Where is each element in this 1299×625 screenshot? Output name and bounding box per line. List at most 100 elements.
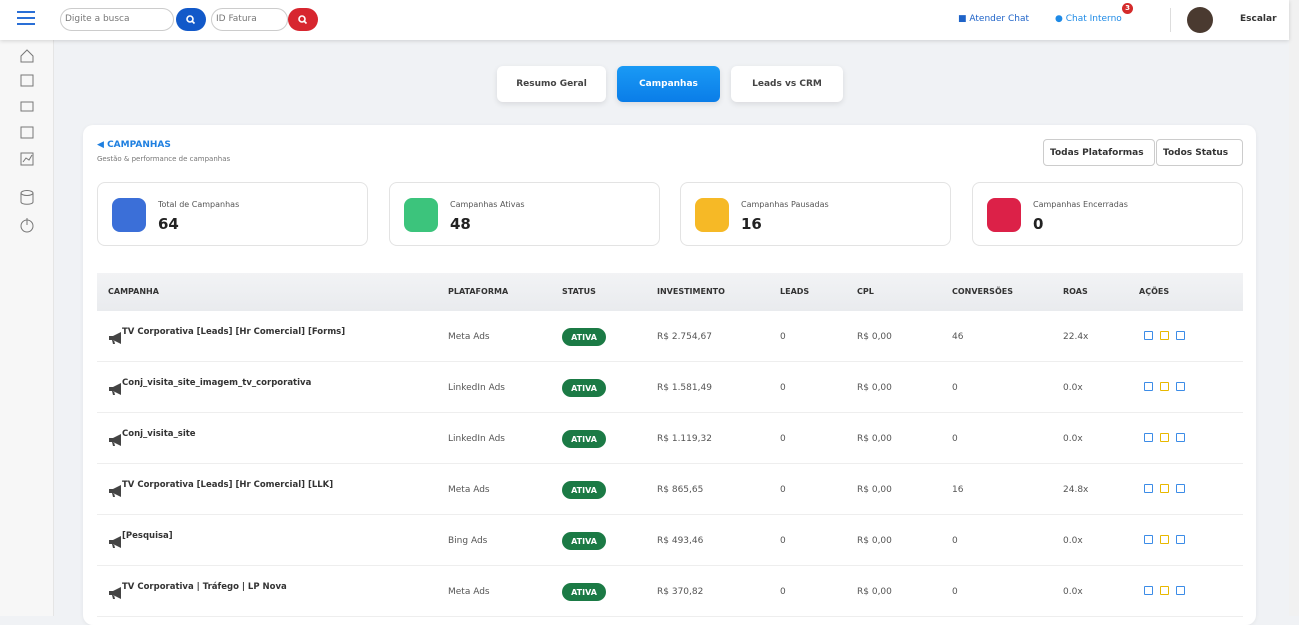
status-badge: ATIVA [562, 430, 606, 448]
chat-interno[interactable]: ● Chat Interno [1055, 14, 1122, 24]
cell: 0.0x [1063, 587, 1083, 597]
row [97, 515, 1243, 566]
megaphone-icon [109, 332, 121, 344]
chat-interno-label: Chat Interno [1065, 14, 1122, 24]
stat-card: Total de Campanhas 64 [97, 182, 368, 246]
cell: R$ 0,00 [857, 434, 892, 444]
stat-label: Campanhas Pausadas [741, 200, 829, 209]
row [97, 464, 1243, 515]
cell: 0 [952, 434, 958, 444]
megaphone-icon [109, 536, 121, 548]
cell: Bing Ads [448, 536, 488, 546]
tab[interactable]: Leads vs CRM [731, 66, 843, 102]
action-icon[interactable] [1160, 433, 1169, 442]
actions [1144, 484, 1194, 496]
topbar: Digite a busca ID Fatura ■ Atender Chat … [0, 0, 1289, 40]
action-icon[interactable] [1144, 535, 1153, 544]
action-icon[interactable] [1160, 382, 1169, 391]
tab[interactable]: Resumo Geral [497, 66, 606, 102]
action-icon[interactable] [1160, 535, 1169, 544]
campaign-name: Conj_visita_site_imagem_tv_corporativa [122, 378, 312, 388]
stat-card: Campanhas Encerradas 0 [972, 182, 1243, 246]
filter-select[interactable]: Todas Plataformas [1043, 139, 1155, 166]
stat-value: 16 [741, 215, 762, 233]
column-header: ROAS [1063, 287, 1088, 296]
atender-chat[interactable]: ■ Atender Chat [958, 14, 1029, 24]
avatar[interactable] [1187, 7, 1213, 33]
cell: R$ 0,00 [857, 536, 892, 546]
column-header: LEADS [780, 287, 810, 296]
status-badge: ATIVA [562, 379, 606, 397]
cell: 0 [780, 485, 786, 495]
action-icon[interactable] [1144, 484, 1153, 493]
section-title: ◀ CAMPANHAS [97, 140, 171, 150]
scrollbar [1289, 0, 1299, 616]
action-icon[interactable] [1160, 331, 1169, 340]
cell: Meta Ads [448, 332, 490, 342]
actions [1144, 331, 1194, 343]
cell: Meta Ads [448, 485, 490, 495]
stat-label: Total de Campanhas [158, 200, 240, 209]
stat-value: 48 [450, 215, 471, 233]
column-header: AÇÕES [1139, 287, 1170, 296]
tab[interactable]: Campanhas [617, 66, 720, 102]
action-icon[interactable] [1176, 433, 1185, 442]
column-header: CAMPANHA [108, 287, 159, 296]
row [97, 311, 1243, 362]
cell: R$ 0,00 [857, 587, 892, 597]
action-icon[interactable] [1176, 535, 1185, 544]
cell: 0.0x [1063, 434, 1083, 444]
cell: 0 [952, 587, 958, 597]
action-icon[interactable] [1160, 484, 1169, 493]
cell: 0 [780, 332, 786, 342]
row [97, 413, 1243, 464]
action-icon[interactable] [1160, 586, 1169, 595]
campaign-name: Conj_visita_site [122, 429, 196, 439]
cell: LinkedIn Ads [448, 383, 505, 393]
action-icon[interactable] [1176, 331, 1185, 340]
user-name[interactable]: Escalar [1240, 14, 1277, 24]
search-input[interactable]: Digite a busca [60, 8, 174, 31]
action-icon[interactable] [1176, 382, 1185, 391]
stat-icon [987, 198, 1021, 232]
stat-icon [404, 198, 438, 232]
column-header: PLATAFORMA [448, 287, 509, 296]
atender-chat-label: Atender Chat [969, 14, 1029, 24]
actions [1144, 586, 1194, 598]
filter-select[interactable]: Todos Status [1156, 139, 1243, 166]
nav-icons[interactable] [0, 40, 54, 240]
action-icon[interactable] [1144, 331, 1153, 340]
chat-badge: 3 [1122, 3, 1133, 14]
campaign-name: [Pesquisa] [122, 531, 173, 541]
status-badge: ATIVA [562, 532, 606, 550]
cell: 16 [952, 485, 964, 495]
cell: 0.0x [1063, 383, 1083, 393]
search-button[interactable] [176, 8, 206, 31]
cell: 22.4x [1063, 332, 1089, 342]
action-icon[interactable] [1176, 484, 1185, 493]
action-icon[interactable] [1144, 586, 1153, 595]
status-badge: ATIVA [562, 583, 606, 601]
column-header: STATUS [562, 287, 596, 296]
cell: R$ 1.581,49 [657, 383, 712, 393]
megaphone-icon [109, 587, 121, 599]
action-icon[interactable] [1176, 586, 1185, 595]
cell: R$ 865,65 [657, 485, 704, 495]
cell: 0 [780, 434, 786, 444]
menu-icon[interactable] [17, 11, 35, 25]
cell: 0 [952, 536, 958, 546]
cell: R$ 2.754,67 [657, 332, 712, 342]
invoice-button[interactable] [288, 8, 318, 31]
column-header: INVESTIMENTO [657, 287, 725, 296]
megaphone-icon [109, 434, 121, 446]
cell: R$ 0,00 [857, 383, 892, 393]
status-badge: ATIVA [562, 328, 606, 346]
stat-icon [695, 198, 729, 232]
action-icon[interactable] [1144, 382, 1153, 391]
stat-card: Campanhas Pausadas 16 [680, 182, 951, 246]
invoice-input[interactable]: ID Fatura [211, 8, 288, 31]
cell: 0 [952, 383, 958, 393]
action-icon[interactable] [1144, 433, 1153, 442]
campaign-name: TV Corporativa [Leads] [Hr Comercial] [L… [122, 480, 334, 490]
